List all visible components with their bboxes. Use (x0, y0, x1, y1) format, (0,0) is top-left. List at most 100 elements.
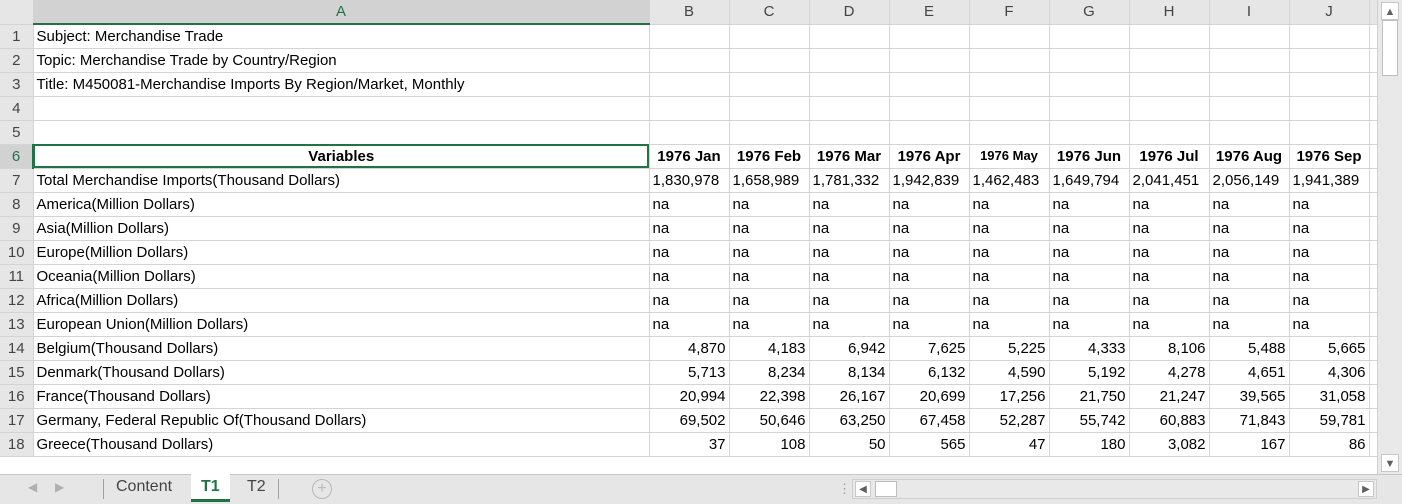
cell-a[interactable]: Belgium(Thousand Dollars) (33, 336, 650, 361)
column-header-f[interactable]: F (969, 0, 1050, 25)
cell[interactable] (1129, 96, 1210, 121)
cell[interactable]: 17,256 (968, 383, 1050, 409)
cell[interactable]: 59,781 (1288, 407, 1370, 433)
cell-a[interactable] (33, 120, 650, 145)
cell[interactable] (969, 96, 1050, 121)
cell[interactable]: na (968, 287, 1050, 313)
cell[interactable]: na (808, 287, 890, 313)
cell[interactable]: 1976 Jun (1048, 143, 1130, 169)
cell-a[interactable]: America(Million Dollars) (33, 192, 650, 217)
cell[interactable]: 1,462,483 (968, 167, 1050, 193)
cell-a[interactable]: Africa(Million Dollars) (33, 288, 650, 313)
cell[interactable]: 21,750 (1048, 383, 1130, 409)
cell[interactable] (809, 96, 890, 121)
cell[interactable]: 1,649,794 (1048, 167, 1130, 193)
cell[interactable]: 20,994 (648, 383, 730, 409)
cell[interactable]: 52,287 (968, 407, 1050, 433)
cell[interactable]: 21,247 (1128, 383, 1210, 409)
cell[interactable]: 2,041,451 (1128, 167, 1210, 193)
cell[interactable]: 31,058 (1288, 383, 1370, 409)
cell[interactable]: 50,646 (728, 407, 810, 433)
cell[interactable] (729, 48, 810, 73)
cell[interactable]: 5,192 (1048, 359, 1130, 385)
cell[interactable]: 50 (808, 431, 890, 457)
cell[interactable]: 37 (648, 431, 730, 457)
cell[interactable]: 167 (1208, 431, 1290, 457)
row-header[interactable]: 8 (0, 192, 34, 217)
cell[interactable]: na (808, 239, 890, 265)
row-header[interactable]: 7 (0, 168, 34, 193)
cell[interactable] (1368, 239, 1377, 265)
cell-a[interactable]: Germany, Federal Republic Of(Thousand Do… (33, 408, 650, 433)
cell-a[interactable]: France(Thousand Dollars) (33, 384, 650, 409)
cell[interactable] (1049, 120, 1130, 145)
cell[interactable]: 1976 Jan (648, 143, 730, 169)
cell[interactable] (649, 24, 730, 49)
cell[interactable] (1209, 48, 1290, 73)
cell[interactable]: 3,082 (1128, 431, 1210, 457)
cell[interactable] (1368, 407, 1377, 433)
tab-scroll-right-icon[interactable]: ▶ (55, 480, 65, 494)
cell[interactable]: na (888, 287, 970, 313)
cell[interactable] (1129, 24, 1210, 49)
split-handle-icon[interactable]: ⋮ (838, 481, 851, 496)
cell[interactable] (1368, 167, 1377, 193)
row-header[interactable]: 4 (0, 96, 34, 121)
cell[interactable] (889, 48, 970, 73)
cell[interactable] (649, 120, 730, 145)
row-header[interactable]: 3 (0, 72, 34, 97)
cell[interactable]: na (728, 215, 810, 241)
cell[interactable] (1368, 335, 1377, 361)
cell[interactable]: na (968, 191, 1050, 217)
cell[interactable] (889, 24, 970, 49)
cell[interactable] (1129, 72, 1210, 97)
cell[interactable] (1289, 48, 1370, 73)
cell[interactable] (1369, 24, 1377, 49)
row-header[interactable]: 17 (0, 408, 34, 433)
cell[interactable] (1368, 143, 1377, 169)
cell[interactable]: 4,590 (968, 359, 1050, 385)
cell[interactable]: 20,699 (888, 383, 970, 409)
cell[interactable] (1289, 96, 1370, 121)
cell[interactable]: na (1128, 191, 1210, 217)
column-header-k[interactable] (1369, 0, 1377, 25)
cell[interactable]: na (728, 263, 810, 289)
row-header[interactable]: 13 (0, 312, 34, 337)
row-header[interactable]: 5 (0, 120, 34, 145)
horizontal-scroll-thumb[interactable] (875, 481, 897, 497)
cell-a[interactable]: Title: M450081-Merchandise Imports By Re… (33, 72, 650, 97)
cell[interactable]: 63,250 (808, 407, 890, 433)
cell[interactable]: na (808, 191, 890, 217)
cell[interactable]: na (808, 215, 890, 241)
cell[interactable] (1368, 311, 1377, 337)
cell[interactable]: na (888, 239, 970, 265)
cell[interactable] (729, 96, 810, 121)
cell[interactable] (889, 96, 970, 121)
cell[interactable] (1368, 287, 1377, 313)
scroll-up-icon[interactable]: ▲ (1381, 2, 1399, 20)
cell[interactable]: na (968, 263, 1050, 289)
cell[interactable] (1209, 96, 1290, 121)
cell[interactable] (729, 72, 810, 97)
cell[interactable]: 1976 Feb (728, 143, 810, 169)
cell[interactable] (809, 24, 890, 49)
tab-content[interactable]: Content (116, 478, 173, 495)
cell[interactable] (889, 72, 970, 97)
cell[interactable] (1049, 96, 1130, 121)
cell[interactable]: 1,781,332 (808, 167, 890, 193)
cell[interactable]: na (1048, 239, 1130, 265)
cell[interactable]: 6,132 (888, 359, 970, 385)
cell[interactable]: 69,502 (648, 407, 730, 433)
cell[interactable] (809, 72, 890, 97)
row-header[interactable]: 15 (0, 360, 34, 385)
cell[interactable] (1129, 120, 1210, 145)
cell[interactable]: 4,278 (1128, 359, 1210, 385)
cell[interactable] (1209, 120, 1290, 145)
cell[interactable] (729, 24, 810, 49)
cell[interactable] (1368, 383, 1377, 409)
cell[interactable]: 108 (728, 431, 810, 457)
cell[interactable]: 7,625 (888, 335, 970, 361)
cell[interactable]: na (728, 239, 810, 265)
cell[interactable]: na (1048, 311, 1130, 337)
cell[interactable] (969, 72, 1050, 97)
